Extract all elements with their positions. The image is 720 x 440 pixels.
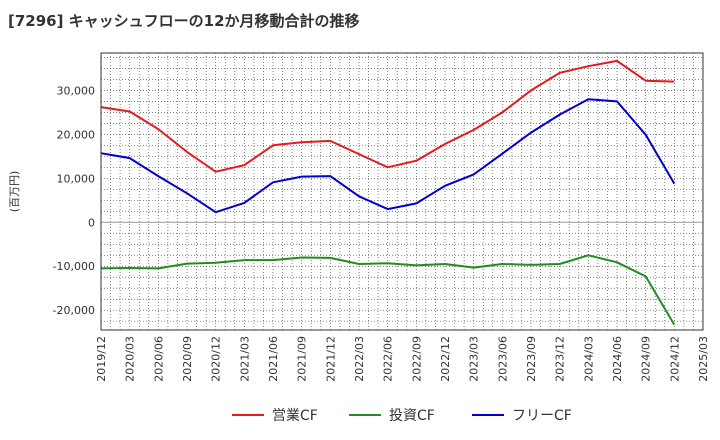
x-tick-label: 2020/09 [181, 336, 194, 382]
x-tick-label: 2024/03 [582, 336, 595, 382]
y-tick-label: -10,000 [53, 260, 95, 273]
x-tick-label: 2023/03 [468, 336, 481, 382]
series-lines [100, 59, 676, 326]
legend-label-2: 投資CF [389, 408, 435, 424]
x-tick-label: 2023/09 [525, 336, 538, 382]
x-tick-label: 2020/03 [124, 336, 137, 382]
x-axis-ticks: 2019/12 2020/03 2020/06 2020/09 2020/12 2021/… [95, 336, 710, 382]
x-tick-label: 2022/03 [353, 336, 366, 382]
y-axis-label: (百万円) [8, 171, 21, 213]
x-tick-label: 2024/12 [668, 336, 681, 382]
legend: 営業CF 投資CF フリーCF [232, 408, 572, 424]
x-tick-label: 2021/06 [267, 336, 280, 382]
y-tick-label: 10,000 [57, 172, 96, 185]
x-tick-label: 2024/09 [640, 336, 653, 382]
x-tick-label: 2020/06 [152, 336, 165, 382]
y-axis-ticks: -20,000 -10,000 0 10,000 20,000 30,000 [53, 84, 95, 317]
x-tick-label: 2020/12 [210, 336, 223, 382]
y-tick-label: 20,000 [57, 128, 96, 141]
x-tick-label: 2024/06 [611, 336, 624, 382]
x-tick-label: 2023/06 [496, 336, 509, 382]
x-tick-label: 2021/03 [238, 336, 251, 382]
x-tick-label: 2022/12 [439, 336, 452, 382]
x-tick-label: 2019/12 [95, 336, 108, 382]
grid-lines [101, 53, 703, 330]
x-tick-label: 2021/09 [296, 336, 309, 382]
series-line-1 [100, 59, 675, 173]
chart-title: [7296] キャッシュフローの12か月移動合計の推移 [8, 12, 360, 30]
x-tick-label: 2022/06 [382, 336, 395, 382]
plot-frame [100, 52, 704, 331]
x-tick-label: 2023/12 [554, 336, 567, 382]
x-tick-label: 2025/03 [697, 336, 710, 382]
x-tick-label: 2021/12 [324, 336, 337, 382]
y-tick-label: 30,000 [57, 84, 96, 97]
x-tick-label: 2022/09 [410, 336, 423, 382]
y-tick-label: 0 [88, 216, 95, 229]
series-line-3 [100, 98, 676, 214]
y-tick-label: -20,000 [53, 304, 95, 317]
legend-label-1: 営業CF [272, 408, 318, 424]
legend-label-3: フリーCF [512, 408, 572, 424]
series-line-2 [100, 254, 676, 326]
